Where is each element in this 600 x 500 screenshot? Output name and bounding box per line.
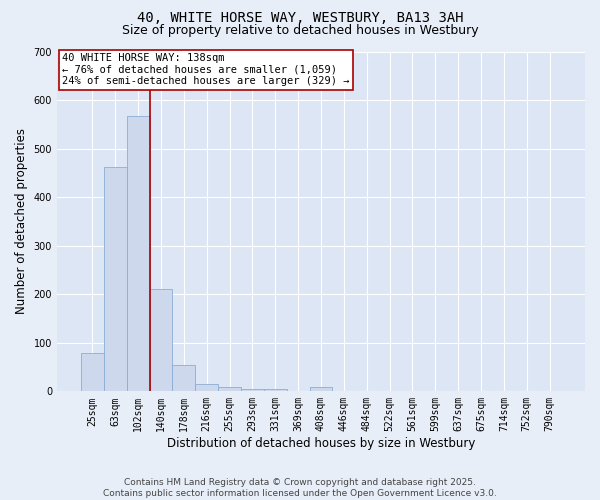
Y-axis label: Number of detached properties: Number of detached properties xyxy=(15,128,28,314)
Bar xyxy=(172,364,195,392)
Text: Contains HM Land Registry data © Crown copyright and database right 2025.
Contai: Contains HM Land Registry data © Crown c… xyxy=(103,478,497,498)
Bar xyxy=(81,354,104,392)
Bar xyxy=(149,290,172,392)
Bar xyxy=(104,166,127,392)
Text: 40 WHITE HORSE WAY: 138sqm
← 76% of detached houses are smaller (1,059)
24% of s: 40 WHITE HORSE WAY: 138sqm ← 76% of deta… xyxy=(62,53,350,86)
Text: Size of property relative to detached houses in Westbury: Size of property relative to detached ho… xyxy=(122,24,478,37)
Bar xyxy=(264,389,287,392)
Bar xyxy=(127,116,149,392)
Bar xyxy=(310,388,332,392)
Bar xyxy=(218,388,241,392)
Bar xyxy=(241,389,264,392)
Bar xyxy=(195,384,218,392)
X-axis label: Distribution of detached houses by size in Westbury: Distribution of detached houses by size … xyxy=(167,437,475,450)
Text: 40, WHITE HORSE WAY, WESTBURY, BA13 3AH: 40, WHITE HORSE WAY, WESTBURY, BA13 3AH xyxy=(137,11,463,25)
